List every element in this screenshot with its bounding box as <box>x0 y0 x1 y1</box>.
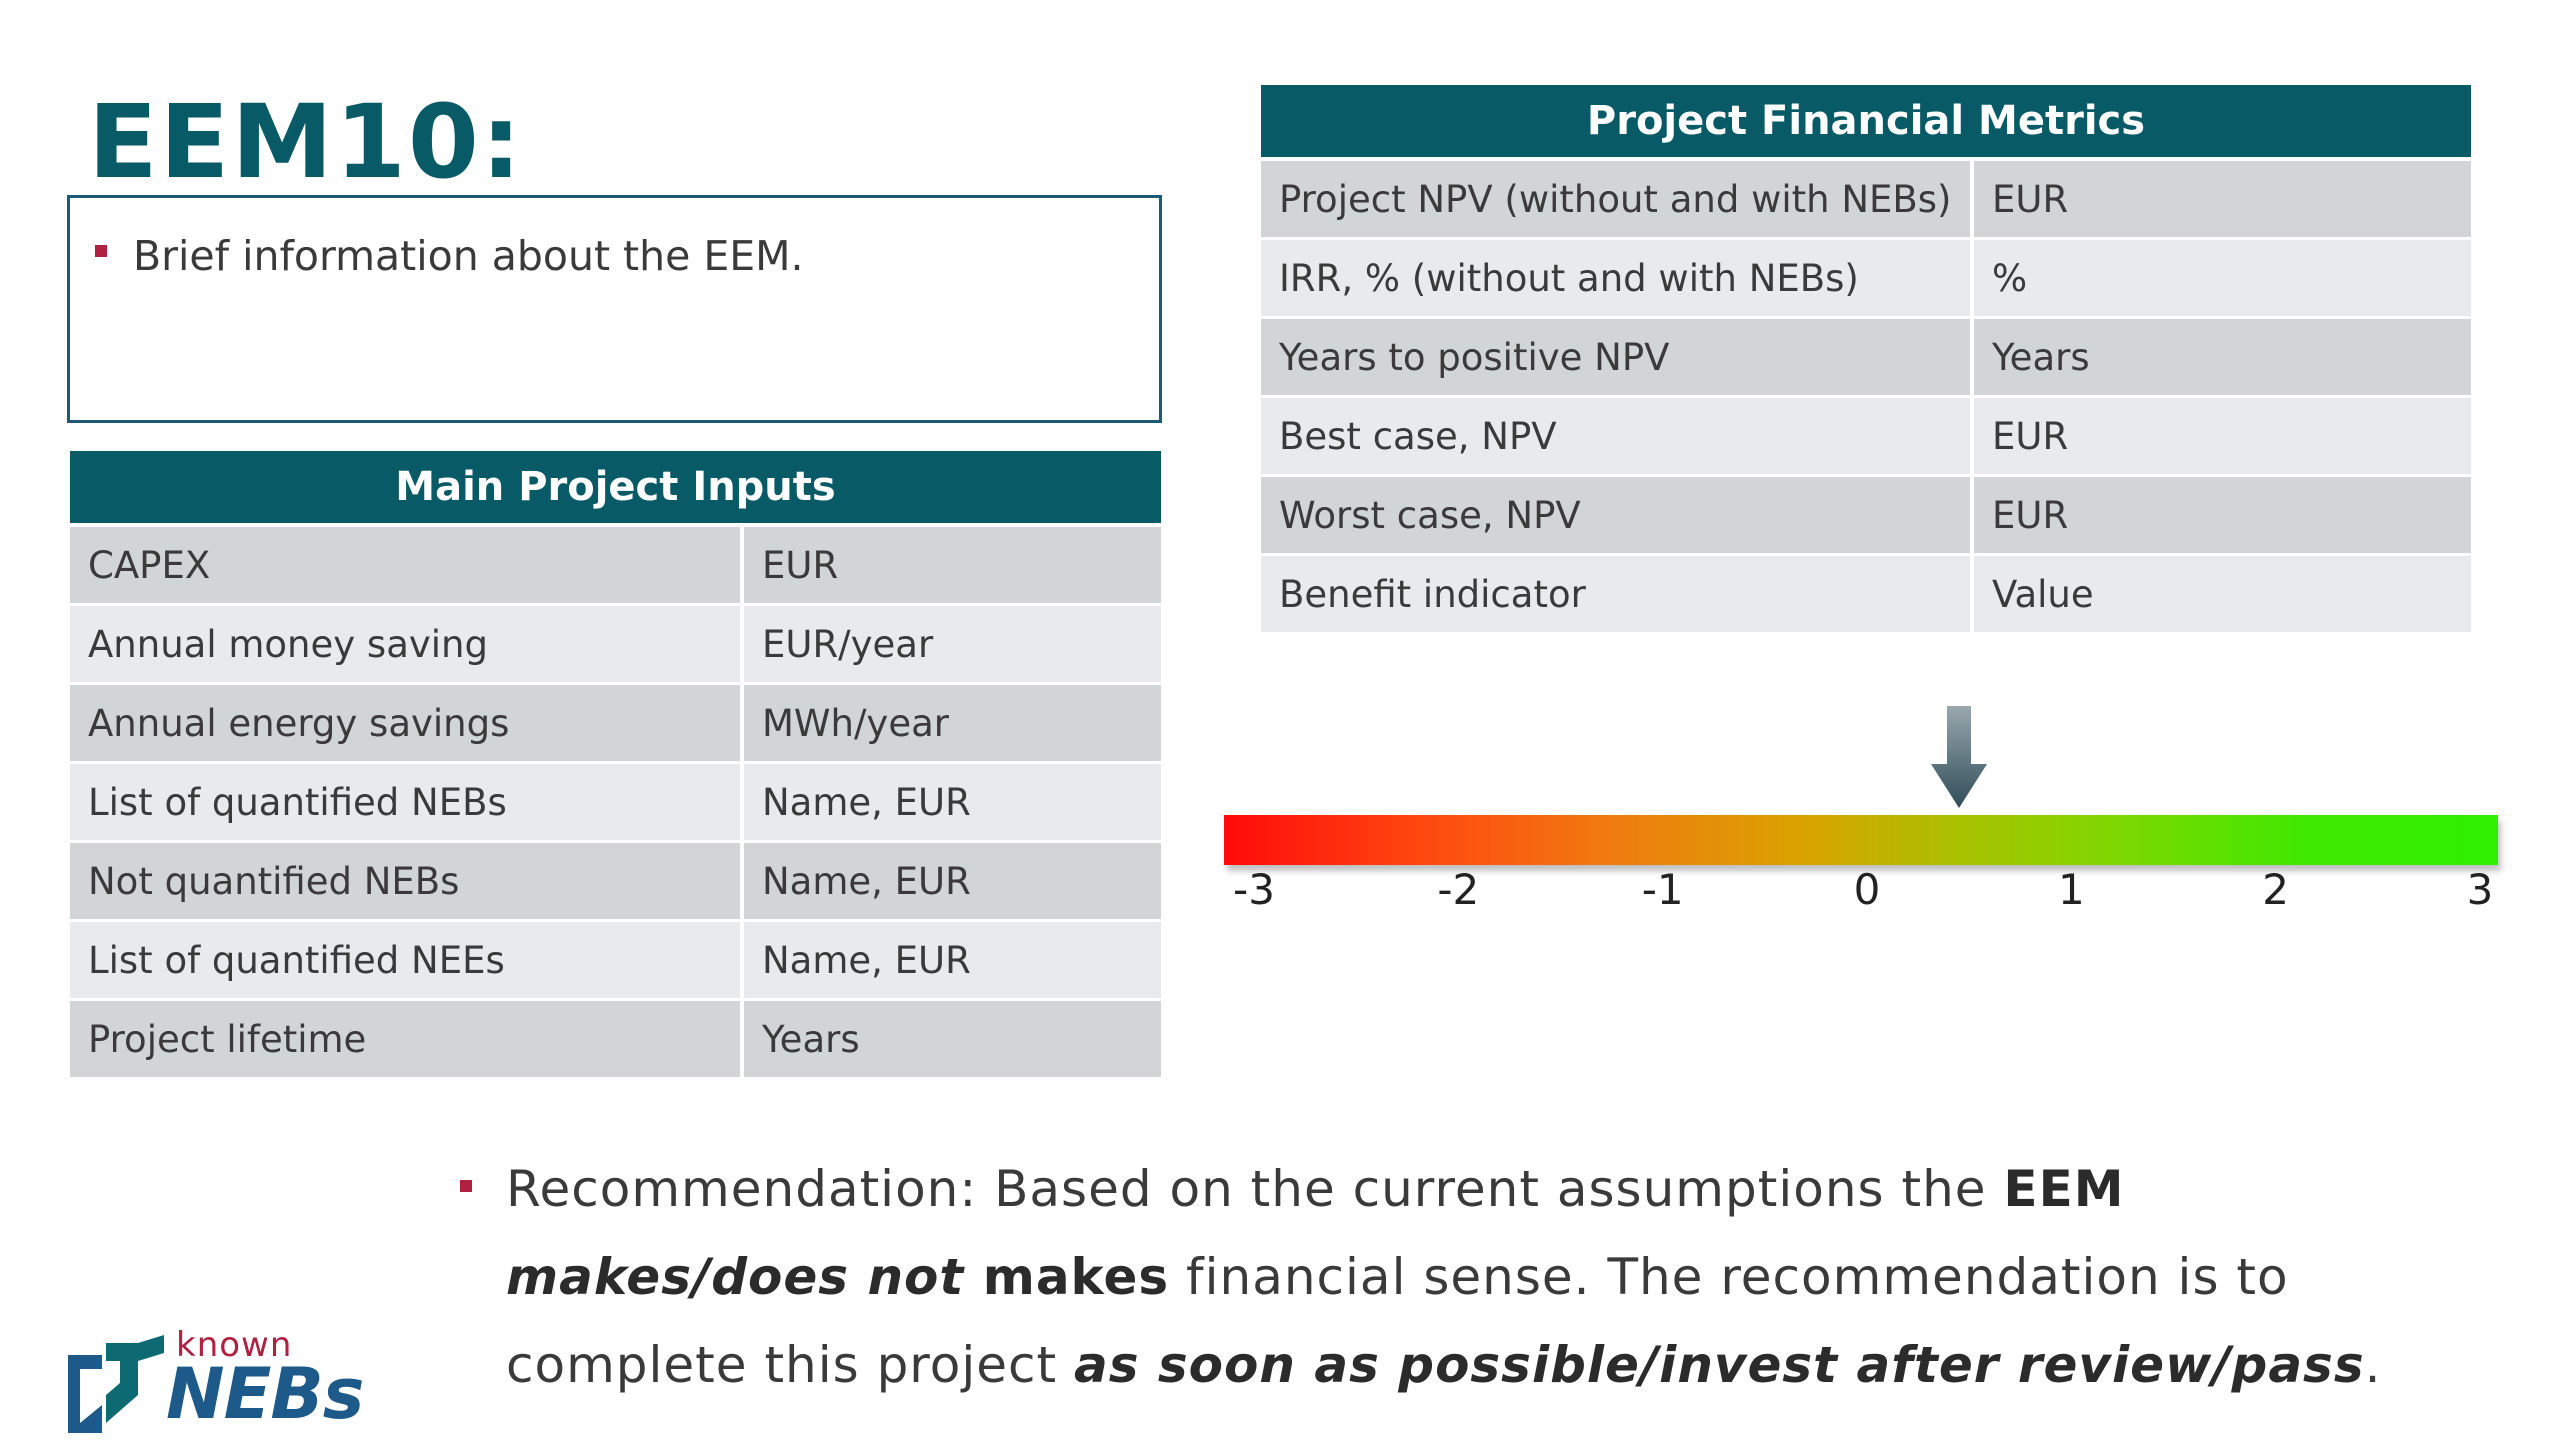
table-row: Annual energy savings MWh/year <box>70 685 1161 764</box>
rec-text: financial sense. The recommendation is t… <box>506 1248 2289 1394</box>
known-nebs-logo: known NEBs <box>68 1325 388 1435</box>
row-unit: EUR <box>1974 477 2471 556</box>
row-label: IRR, % (without and with NEBs) <box>1261 240 1974 319</box>
table-row: Project NPV (without and with NEBs) EUR <box>1261 161 2471 240</box>
info-box: Brief information about the EEM. <box>67 195 1162 423</box>
project-financial-metrics-table: Project Financial Metrics Project NPV (w… <box>1261 85 2471 635</box>
metrics-table-header: Project Financial Metrics <box>1261 85 2471 161</box>
benefit-indicator-scale: -3 -2 -1 0 1 2 3 <box>1220 700 2500 940</box>
table-row: IRR, % (without and with NEBs) % <box>1261 240 2471 319</box>
bullet-square-icon <box>460 1180 472 1192</box>
logo-nebs-text: NEBs <box>166 1353 364 1435</box>
info-text: Brief information about the EEM. <box>133 232 804 280</box>
table-row: Years to positive NPV Years <box>1261 319 2471 398</box>
rec-text: . <box>2364 1336 2382 1394</box>
logo-known-text: known <box>176 1325 293 1365</box>
rec-bold-italic: makes/does not <box>506 1248 965 1306</box>
table-row: Best case, NPV EUR <box>1261 398 2471 477</box>
red-to-green-gradient-bar <box>1224 815 2498 865</box>
row-unit: Name, EUR <box>744 764 1161 843</box>
scale-tick-label: 3 <box>2466 865 2494 914</box>
row-label: Project lifetime <box>70 1001 744 1080</box>
scale-tick-label: -1 <box>1641 865 1684 914</box>
row-label: Worst case, NPV <box>1261 477 1974 556</box>
scale-tick-label: 1 <box>2057 865 2085 914</box>
row-unit: Name, EUR <box>744 922 1161 1001</box>
table-row: List of quantified NEBs Name, EUR <box>70 764 1161 843</box>
recommendation-paragraph: Recommendation: Based on the current ass… <box>460 1145 2480 1409</box>
row-label: Annual energy savings <box>70 685 744 764</box>
row-unit: EUR/year <box>744 606 1161 685</box>
bullet-square-icon <box>95 245 107 257</box>
info-bullet-item: Brief information about the EEM. <box>95 232 804 280</box>
row-unit: EUR <box>744 527 1161 606</box>
scale-tick-label: 2 <box>2262 865 2290 914</box>
row-label: List of quantified NEBs <box>70 764 744 843</box>
row-unit: Years <box>744 1001 1161 1080</box>
rec-bold: makes <box>964 1248 1170 1306</box>
table-row: List of quantified NEEs Name, EUR <box>70 922 1161 1001</box>
scale-tick-label: -3 <box>1233 865 1275 914</box>
row-unit: Name, EUR <box>744 843 1161 922</box>
row-label: Not quantified NEBs <box>70 843 744 922</box>
scale-tick-label: -2 <box>1437 865 1480 914</box>
inputs-table-header: Main Project Inputs <box>70 451 1161 527</box>
table-row: CAPEX EUR <box>70 527 1161 606</box>
slide-title: EEM10: <box>88 83 524 202</box>
table-row: Benefit indicator Value <box>1261 556 2471 635</box>
row-unit: Years <box>1974 319 2471 398</box>
row-label: CAPEX <box>70 527 744 606</box>
table-row: Worst case, NPV EUR <box>1261 477 2471 556</box>
logo-mark-icon <box>68 1335 164 1433</box>
rec-bold-italic: as soon as possible/invest after review/… <box>1074 1336 2365 1394</box>
row-label: List of quantified NEEs <box>70 922 744 1001</box>
row-label: Annual money saving <box>70 606 744 685</box>
table-row: Annual money saving EUR/year <box>70 606 1161 685</box>
table-row: Not quantified NEBs Name, EUR <box>70 843 1161 922</box>
row-label: Best case, NPV <box>1261 398 1974 477</box>
rec-text: Recommendation: Based on the current ass… <box>506 1160 2004 1218</box>
row-label: Benefit indicator <box>1261 556 1974 635</box>
indicator-arrow-down-icon <box>1930 706 1987 808</box>
rec-bold: EEM <box>2003 1160 2125 1218</box>
row-unit: EUR <box>1974 398 2471 477</box>
scale-tick-label: 0 <box>1853 865 1881 914</box>
table-row: Project lifetime Years <box>70 1001 1161 1080</box>
main-project-inputs-table: Main Project Inputs CAPEX EUR Annual mon… <box>70 451 1161 1080</box>
row-unit: Value <box>1974 556 2471 635</box>
row-unit: EUR <box>1974 161 2471 240</box>
row-unit: % <box>1974 240 2471 319</box>
row-label: Project NPV (without and with NEBs) <box>1261 161 1974 240</box>
row-unit: MWh/year <box>744 685 1161 764</box>
row-label: Years to positive NPV <box>1261 319 1974 398</box>
